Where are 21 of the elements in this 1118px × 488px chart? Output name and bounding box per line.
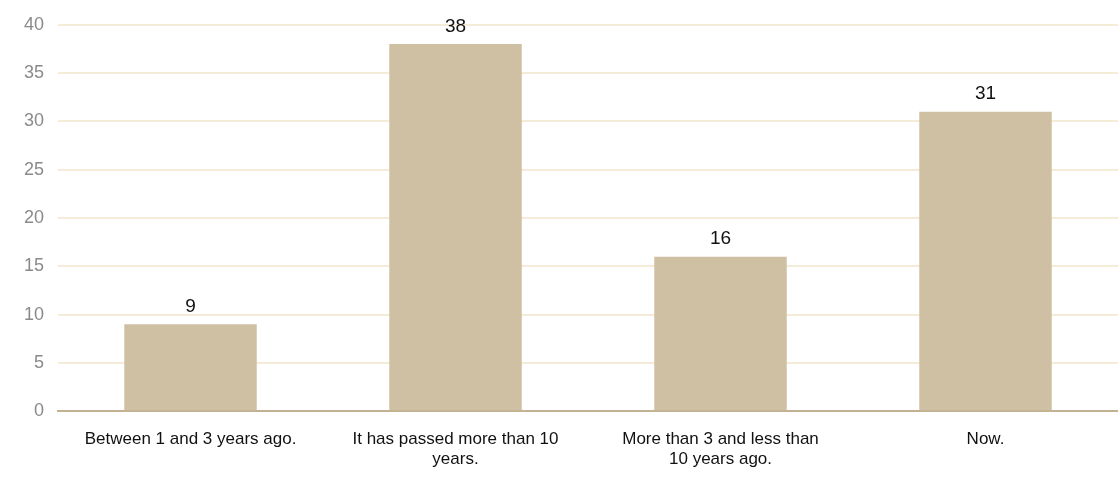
data-label: 9	[185, 294, 196, 316]
bar	[654, 256, 787, 411]
x-tick-label: More than 3 and less than 10 years ago.	[622, 429, 819, 469]
data-label: 38	[444, 14, 467, 36]
y-tick-label: 10	[23, 303, 45, 324]
x-tick-label: Between 1 and 3 years ago.	[84, 429, 297, 449]
x-tick-label: Now.	[966, 429, 1005, 449]
bar	[919, 111, 1052, 411]
x-tick-label: It has passed more than 10 years.	[352, 429, 559, 469]
y-tick-label: 0	[34, 400, 45, 421]
bar	[124, 324, 257, 411]
y-tick-label: 40	[23, 13, 45, 34]
bar	[389, 44, 522, 411]
y-tick-label: 35	[23, 62, 45, 83]
y-tick-label: 30	[23, 110, 45, 131]
y-tick-label: 15	[23, 255, 45, 276]
data-label: 16	[709, 227, 732, 249]
data-label: 31	[974, 82, 997, 104]
y-tick-label: 25	[23, 158, 45, 179]
y-tick-label: 20	[23, 206, 45, 227]
y-tick-label: 5	[34, 351, 45, 372]
